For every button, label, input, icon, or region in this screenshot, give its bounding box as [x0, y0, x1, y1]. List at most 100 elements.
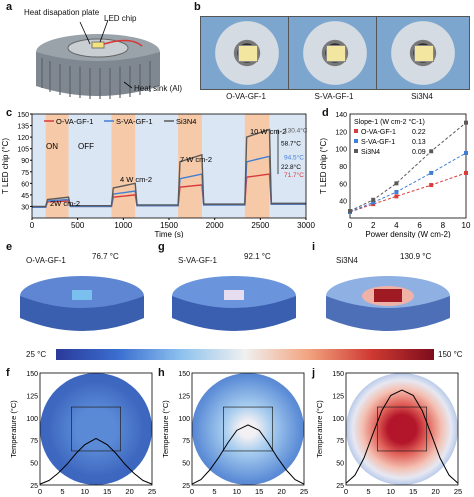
x-tick-label: 2500	[251, 221, 269, 230]
plot-frame	[345, 372, 459, 486]
photo-chip	[238, 45, 258, 62]
y-tick-label: 100	[335, 147, 347, 154]
data-point	[394, 181, 399, 186]
led-chip-label: LED chip	[104, 14, 137, 23]
sim-label-g: S-VA-GF-1	[178, 256, 217, 265]
legend-slope: 0.22	[412, 129, 426, 136]
on-interval	[178, 114, 202, 218]
legend-swatch	[354, 149, 358, 153]
legend-label: S-VA-GF-1	[361, 139, 395, 146]
series-line-1	[32, 155, 306, 208]
colorbar-max-label: 150 °C	[438, 350, 463, 359]
power-label: 2W cm-2	[50, 199, 80, 208]
legend-slope: 0.09	[412, 149, 426, 156]
legend-slope: 0.13	[412, 139, 426, 146]
chart-h: 0510152025255075100125150Position (mm)Te…	[161, 371, 308, 497]
chip-outline	[223, 406, 273, 452]
y-tick-label: 60	[21, 181, 29, 188]
led-chip	[91, 41, 105, 49]
legend-label: S-VA-GF-1	[116, 117, 153, 126]
panel-letter-e: e	[6, 241, 13, 253]
data-point	[429, 170, 434, 175]
chip-pointer	[99, 19, 109, 43]
x-tick-label: 2	[371, 221, 376, 230]
sim-temp-g: 92.1 °C	[244, 252, 271, 261]
power-label: 7 W cm-2	[180, 155, 212, 164]
temp-map-j	[346, 373, 458, 485]
x-tick-label: 5	[60, 487, 64, 496]
plate-pointer	[79, 21, 91, 45]
fit-line-2	[349, 122, 467, 212]
x-tick-label: 0	[190, 487, 194, 496]
y-tick-label: 120	[17, 135, 29, 142]
photo-chip	[326, 45, 346, 62]
x-tick-label: 0	[38, 487, 42, 496]
on-interval	[45, 114, 69, 218]
y-tick-label: 125	[178, 393, 190, 400]
sim-label-i: Si3N4	[336, 256, 358, 265]
photo-chip	[414, 45, 434, 62]
x-tick-label: 10	[233, 487, 241, 496]
end-temp-label: 130.4°C	[284, 126, 308, 134]
x-tick-label: 6	[417, 221, 422, 230]
end-temp-label: 94.5°C	[284, 153, 304, 161]
y-tick-label: 150	[178, 371, 190, 378]
sim-heat-sink-e	[20, 276, 144, 331]
led-wire	[103, 39, 143, 47]
y-tick-label: 100	[26, 416, 38, 423]
y-tick-label: 25	[336, 483, 344, 490]
plot-frame	[349, 113, 467, 219]
chart-d: 0 2 4 6 8 10 40 60 80 100 120 140 Power density (W c…	[319, 112, 471, 238]
temperature-profile	[345, 389, 459, 484]
series-line-2	[32, 128, 306, 208]
y-axis-label: Temperature (°C)	[9, 400, 18, 458]
panel-letter-h: h	[158, 367, 165, 379]
heat-sink-label: Heat sink (Al)	[134, 84, 183, 93]
y-axis-label: T LED chip (°C)	[319, 138, 328, 194]
sim-heat-sink-g	[172, 276, 296, 331]
y-axis-label: Temperature (°C)	[161, 400, 170, 458]
sim-heat-sink-i	[326, 276, 450, 331]
y-tick-label: 80	[339, 164, 347, 171]
y-tick-label: 125	[26, 393, 38, 400]
chart-j: 0510152025255075100125150Position (mm)Te…	[315, 371, 462, 497]
chip-outline	[71, 406, 121, 452]
temperature-colorbar	[56, 349, 434, 360]
panel-letter-d: d	[322, 107, 329, 119]
y-tick-label: 100	[332, 416, 344, 423]
data-point	[429, 183, 434, 188]
end-temp-label: 71.7°C	[284, 171, 304, 179]
x-tick-label: 500	[71, 221, 85, 230]
delta-label: 58.7°C	[281, 140, 301, 148]
x-tick-label: 0	[30, 221, 35, 230]
x-tick-label: 10	[387, 487, 395, 496]
y-tick-label: 135	[17, 124, 29, 131]
y-tick-label: 50	[336, 461, 344, 468]
temp-map-h	[192, 373, 304, 485]
power-label: 4 W cm-2	[120, 175, 152, 184]
power-label: 10 W cm-2	[250, 127, 286, 136]
plot-frame	[191, 372, 305, 486]
y-tick-label: 100	[178, 416, 190, 423]
x-tick-label: 1500	[160, 221, 178, 230]
panel-letter-a: a	[6, 1, 13, 13]
x-tick-label: 4	[394, 221, 399, 230]
y-tick-label: 60	[339, 181, 347, 188]
data-point	[464, 170, 468, 175]
data-point	[394, 190, 399, 194]
photo-si3n4	[376, 16, 470, 90]
legend-swatch	[354, 139, 358, 143]
temperature-profile	[191, 424, 305, 485]
colorbar-min-label: 25 °C	[26, 350, 47, 359]
y-tick-label: 120	[335, 129, 347, 136]
x-tick-label: 1000	[114, 221, 132, 230]
temp-map-f	[40, 373, 152, 485]
y-tick-label: 140	[335, 112, 347, 119]
y-tick-label: 125	[332, 393, 344, 400]
heat-plate-label: Heat disapation plate	[24, 8, 100, 17]
panel-letter-i: i	[312, 241, 316, 253]
legend-title: Slope-1 (W cm-2 °C-1)	[354, 118, 425, 126]
caption-o-va-gf-1: O-VA-GF-1	[226, 92, 266, 101]
y-tick-label: 105	[17, 147, 29, 154]
x-tick-label: 15	[103, 487, 111, 496]
